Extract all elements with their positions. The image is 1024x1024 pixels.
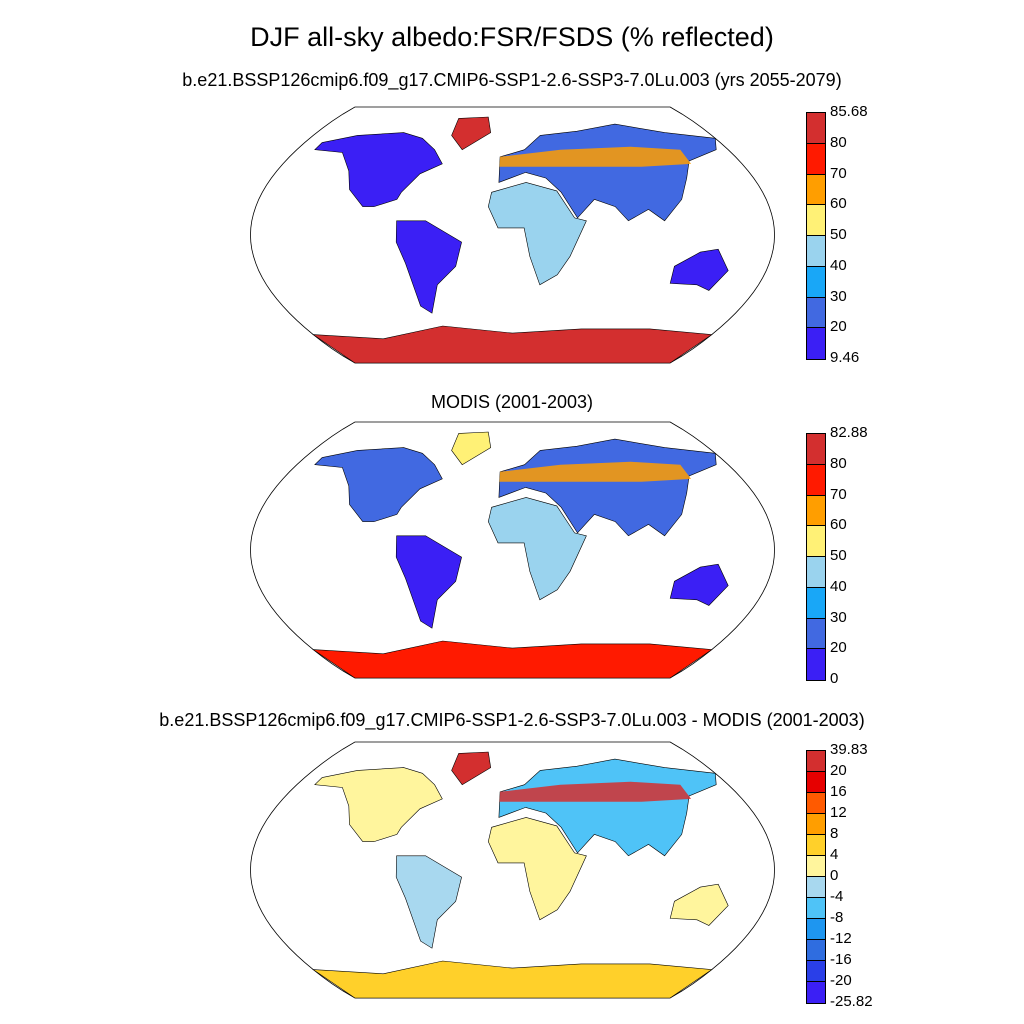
colorbar-tick-label: 30: [830, 287, 847, 305]
colorbar-swatch: [807, 557, 825, 588]
colorbar-swatch: [807, 618, 825, 650]
map-panel-1: [250, 106, 775, 364]
continent-antarctica: [312, 960, 713, 999]
continent-greenland: [451, 116, 492, 151]
colorbar-tick-label: 80: [830, 454, 847, 472]
colorbar-swatch: [807, 751, 825, 772]
colorbar-swatch: [807, 814, 825, 835]
colorbar-swatch: [807, 434, 825, 465]
continent-antarctica: [312, 640, 713, 679]
colorbar-tick-label: 40: [830, 577, 847, 595]
colorbar-tick-label: 60: [830, 516, 847, 534]
map-panel-2: [250, 421, 775, 679]
colorbar-tick-label: 8: [830, 825, 839, 842]
colorbar-swatch: [807, 982, 825, 1003]
colorbar-tick-label: 70: [830, 164, 847, 182]
continent-europeAsia: [498, 758, 717, 857]
colorbar-swatch: [807, 898, 825, 919]
panel-3-title: b.e21.BSSP126cmip6.f09_g17.CMIP6-SSP1-2.…: [159, 710, 865, 730]
colorbar-swatch: [807, 495, 825, 527]
colorbar-swatch: [807, 464, 825, 496]
continent-northAmerica: [314, 767, 443, 842]
continent-africa: [487, 497, 587, 601]
continent-europeAsia: [498, 438, 717, 537]
colorbar-tick-label: -4: [830, 888, 844, 905]
continent-australia: [669, 883, 729, 926]
colorbar-tick-label: 20: [830, 639, 847, 657]
continent-southAmerica: [395, 535, 462, 629]
continent-northAmerica: [314, 447, 443, 522]
continent-northAmerica: [314, 132, 443, 207]
colorbar-swatch: [807, 266, 825, 298]
colorbar-panel-1: [806, 112, 826, 360]
snow-band: [499, 781, 692, 802]
colorbar-tick-label: 0: [830, 867, 839, 884]
colorbar-swatch: [807, 649, 825, 680]
colorbar-tick-label: 50: [830, 547, 847, 564]
continent-africa: [487, 182, 587, 286]
colorbar-swatch: [807, 940, 825, 961]
colorbar-tick-label: 30: [830, 608, 847, 626]
colorbar-tick-label: 20: [830, 762, 847, 779]
continent-southAmerica: [395, 855, 462, 949]
colorbar-swatch: [807, 772, 825, 793]
colorbar-swatch: [807, 174, 825, 206]
continent-europeAsia: [498, 123, 717, 222]
colorbar-swatch: [807, 143, 825, 175]
colorbar-panel-2: [806, 433, 826, 681]
colorbar-tick-label: 16: [830, 783, 847, 800]
continent-greenland: [451, 751, 492, 786]
colorbar-tick-label: 85.68: [830, 103, 868, 120]
snow-band: [499, 146, 692, 167]
colorbar-tick-label: 20: [830, 318, 847, 336]
colorbar-swatch: [807, 835, 825, 856]
colorbar-swatch: [807, 877, 825, 898]
colorbar-tick-label: 80: [830, 133, 847, 151]
colorbar-swatch: [807, 587, 825, 619]
continent-australia: [669, 563, 729, 606]
colorbar-swatch: [807, 793, 825, 814]
colorbar-tick-label: 39.83: [830, 741, 868, 758]
continent-africa: [487, 817, 587, 921]
continent-australia: [669, 248, 729, 291]
colorbar-swatch: [807, 961, 825, 982]
colorbar-tick-label: 40: [830, 256, 847, 274]
colorbar-tick-label: 82.88: [830, 424, 868, 441]
colorbar-swatch: [807, 328, 825, 359]
colorbar-tick-label: 12: [830, 804, 847, 821]
panel-2-title: MODIS (2001-2003): [430, 392, 594, 412]
colorbar-tick-label: -12: [830, 930, 852, 947]
colorbar-swatch: [807, 856, 825, 877]
continent-antarctica: [312, 325, 713, 364]
colorbar-tick-label: 0: [830, 670, 839, 687]
continent-southAmerica: [395, 220, 462, 314]
colorbar-swatch: [807, 113, 825, 144]
colorbar-tick-label: -8: [830, 909, 844, 926]
figure-title: DJF all-sky albedo:FSR/FSDS (% reflected…: [250, 22, 774, 52]
colorbar-tick-label: -20: [830, 972, 852, 989]
snow-band: [499, 461, 692, 482]
colorbar-panel-3: [806, 750, 826, 1004]
colorbar-tick-label: 60: [830, 195, 847, 213]
colorbar-tick-label: 9.46: [830, 349, 860, 366]
colorbar-tick-label: -16: [830, 951, 852, 968]
colorbar-swatch: [807, 236, 825, 267]
colorbar-tick-label: -25.82: [830, 993, 873, 1010]
colorbar-tick-label: 70: [830, 485, 847, 503]
continent-greenland: [451, 431, 492, 466]
colorbar-swatch: [807, 526, 825, 557]
colorbar-tick-label: 4: [830, 846, 839, 863]
map-panel-3: [250, 741, 775, 999]
colorbar-tick-label: 50: [830, 226, 847, 243]
colorbar-swatch: [807, 297, 825, 329]
colorbar-swatch: [807, 919, 825, 940]
panel-1-title: b.e21.BSSP126cmip6.f09_g17.CMIP6-SSP1-2.…: [182, 70, 842, 90]
colorbar-swatch: [807, 205, 825, 236]
